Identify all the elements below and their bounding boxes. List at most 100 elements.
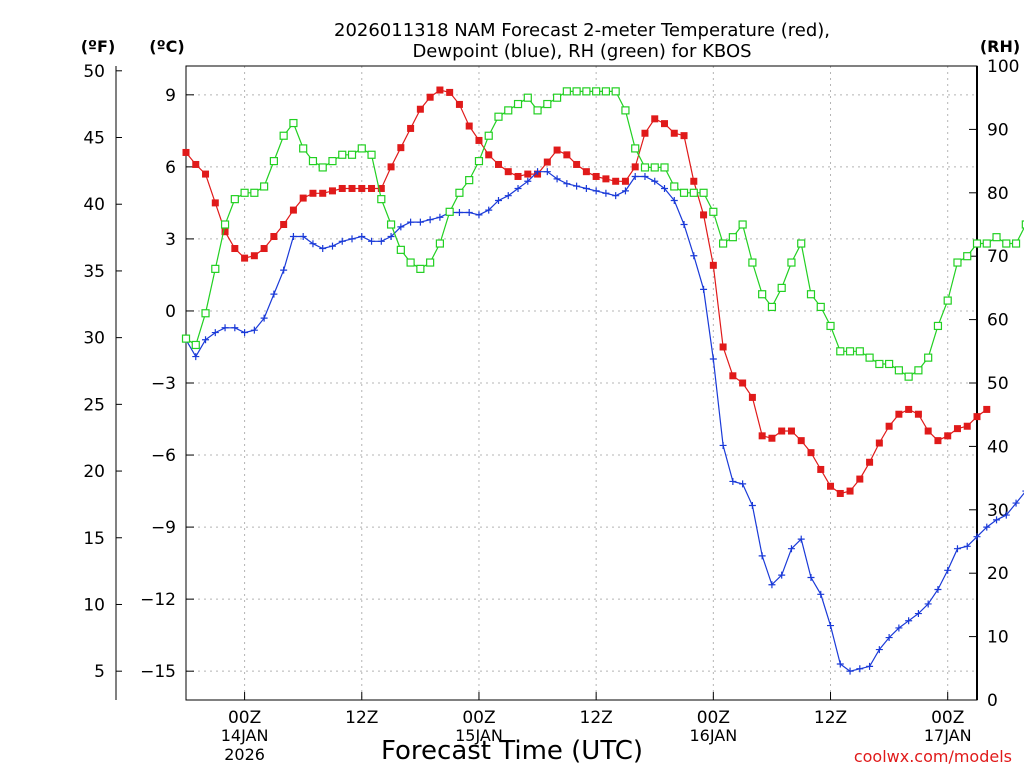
temperature-point (592, 172, 600, 180)
x-tick-label: 00Z (931, 708, 964, 728)
rh-point (972, 239, 982, 248)
rh-point (260, 182, 269, 191)
fahrenheit-tick-label: 45 (83, 129, 105, 149)
celsius-tick-label: 9 (165, 86, 176, 106)
rh-point (455, 188, 464, 197)
temperature-point (709, 261, 717, 269)
rh-tick-label: 0 (987, 691, 998, 711)
rh-point (953, 258, 962, 267)
fahrenheit-tick-label: 25 (83, 395, 105, 415)
dewpoint-point (993, 516, 1001, 524)
dewpoint-point (924, 600, 932, 608)
temperature-point (778, 427, 786, 435)
dewpoint-point (328, 242, 336, 250)
temperature-point (231, 245, 239, 253)
dewpoint-point (241, 329, 249, 337)
dewpoint-point (485, 206, 493, 214)
temperature-point (963, 422, 971, 430)
dewpoint-point (758, 552, 766, 560)
temperature-point (807, 449, 815, 457)
temperature-point (836, 489, 844, 497)
temperature-point (582, 168, 590, 176)
dewpoint-point (436, 213, 444, 221)
dewpoint-point (836, 660, 844, 668)
dewpoint-point (573, 182, 581, 190)
rh-point (582, 87, 591, 96)
rh-point (318, 163, 327, 172)
rh-point (836, 347, 845, 356)
fahrenheit-tick-label: 5 (94, 662, 105, 682)
dewpoint-point (690, 252, 698, 260)
rh-point (435, 239, 445, 248)
temperature-point (612, 177, 620, 185)
rh-point (816, 302, 825, 312)
dewpoint-point (963, 542, 971, 550)
dewpoint-point (641, 172, 649, 180)
fahrenheit-tick-label: 50 (83, 62, 105, 82)
temperature-point (748, 393, 756, 401)
dewpoint-point (543, 168, 551, 176)
rh-tick-label: 20 (987, 564, 1009, 584)
celsius-tick-label: 6 (165, 158, 176, 178)
temperature-point (797, 437, 805, 445)
dewpoint-point (407, 218, 415, 226)
dewpoint-point (983, 523, 991, 531)
dewpoint-point (934, 586, 942, 594)
rh-point (718, 239, 728, 248)
dewpoint-point (827, 622, 835, 630)
dewpoint-point (787, 545, 795, 553)
rh-point (601, 87, 611, 96)
temperature-point (827, 482, 835, 490)
rh-point (279, 131, 288, 140)
rh-tick-label: 40 (987, 437, 1009, 457)
rh-point (1002, 239, 1011, 248)
temperature-point (202, 170, 210, 178)
celsius-tick-label: −15 (140, 662, 176, 682)
celsius-tick-label: −3 (151, 374, 176, 394)
rh-point (767, 302, 777, 312)
dewpoint-point (846, 667, 854, 675)
dewpoint-point (768, 581, 776, 589)
rh-point (650, 163, 659, 172)
dewpoint-point (299, 233, 307, 241)
rh-point (201, 309, 210, 318)
fahrenheit-tick-label: 15 (83, 529, 105, 549)
rh-point (914, 366, 923, 375)
rh-point (875, 359, 884, 369)
temperature-point (211, 199, 219, 207)
temperature-point (504, 168, 512, 176)
dewpoint-point (192, 353, 200, 361)
temperature-point (514, 172, 522, 180)
dewpoint-point (885, 634, 893, 642)
temperature-point (885, 422, 893, 430)
dewpoint-point (338, 237, 346, 245)
dewpoint-point (700, 285, 708, 293)
temperature-point (700, 211, 708, 219)
dewpoint-point (895, 624, 903, 632)
rh-tick-label: 60 (987, 311, 1009, 331)
dewpoint-point (202, 336, 210, 344)
dewpoint-point (221, 324, 229, 332)
dewpoint-point (504, 192, 512, 200)
dewpoint-point (455, 208, 463, 216)
temperature-point (377, 184, 385, 192)
temperature-point (338, 184, 346, 192)
rh-point (250, 188, 259, 197)
dewpoint-point (709, 355, 717, 363)
rh-point (396, 245, 405, 254)
temperature-point (895, 410, 903, 418)
rh-point (191, 340, 200, 350)
rh-point (699, 188, 708, 197)
rh-point (357, 144, 366, 153)
temperature-point (787, 427, 795, 435)
temperature-point (944, 432, 952, 440)
rh-point (494, 112, 503, 121)
dewpoint-point (953, 545, 961, 553)
dewpoint-point (651, 177, 659, 185)
rh-tick-label: 80 (987, 184, 1009, 204)
rh-point (523, 93, 532, 102)
dewpoint-point (348, 235, 356, 243)
x-tick-label: 00Z (697, 708, 730, 728)
dewpoint-point (778, 571, 786, 579)
